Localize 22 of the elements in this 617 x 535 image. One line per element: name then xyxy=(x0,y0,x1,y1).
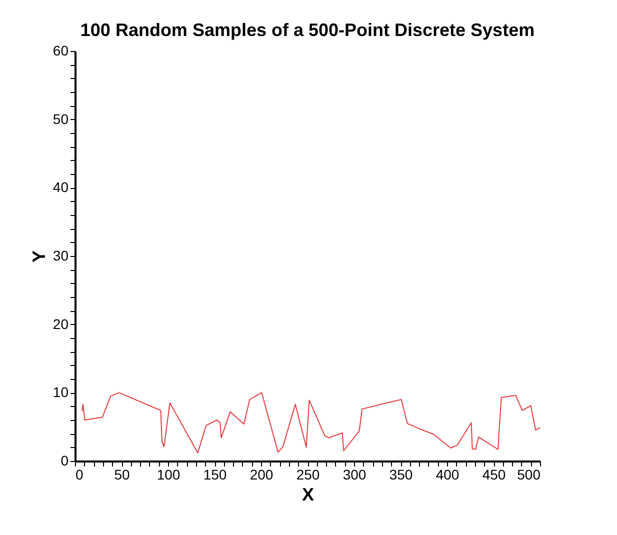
x-tick-label: 400 xyxy=(436,466,460,482)
chart-title: 100 Random Samples of a 500-Point Discrete System xyxy=(80,20,535,40)
y-axis-title: Y xyxy=(28,250,49,263)
y-tick-label: 60 xyxy=(52,42,69,58)
y-tick-label: 10 xyxy=(52,384,69,400)
line-series xyxy=(81,392,540,454)
x-tick-label: 250 xyxy=(296,466,320,482)
x-tick-label: 0 xyxy=(76,466,84,482)
y-tick-label: 40 xyxy=(52,179,69,196)
x-tick-label: 450 xyxy=(482,466,506,482)
y-tick-label: 20 xyxy=(52,316,69,332)
x-tick-label: 50 xyxy=(114,466,130,482)
x-tick-label: 200 xyxy=(250,466,274,482)
x-tick-label: 100 xyxy=(156,466,180,482)
y-tick-label: 50 xyxy=(52,110,69,127)
x-tick-label: 150 xyxy=(203,466,227,482)
y-tick-label: 30 xyxy=(52,248,69,264)
y-tick-label: 0 xyxy=(60,452,69,468)
x-axis-title: X xyxy=(302,484,314,504)
x-tick-label: 350 xyxy=(389,466,413,482)
x-tick-label: 300 xyxy=(342,466,366,482)
x-tick-label: 500 xyxy=(517,466,541,482)
